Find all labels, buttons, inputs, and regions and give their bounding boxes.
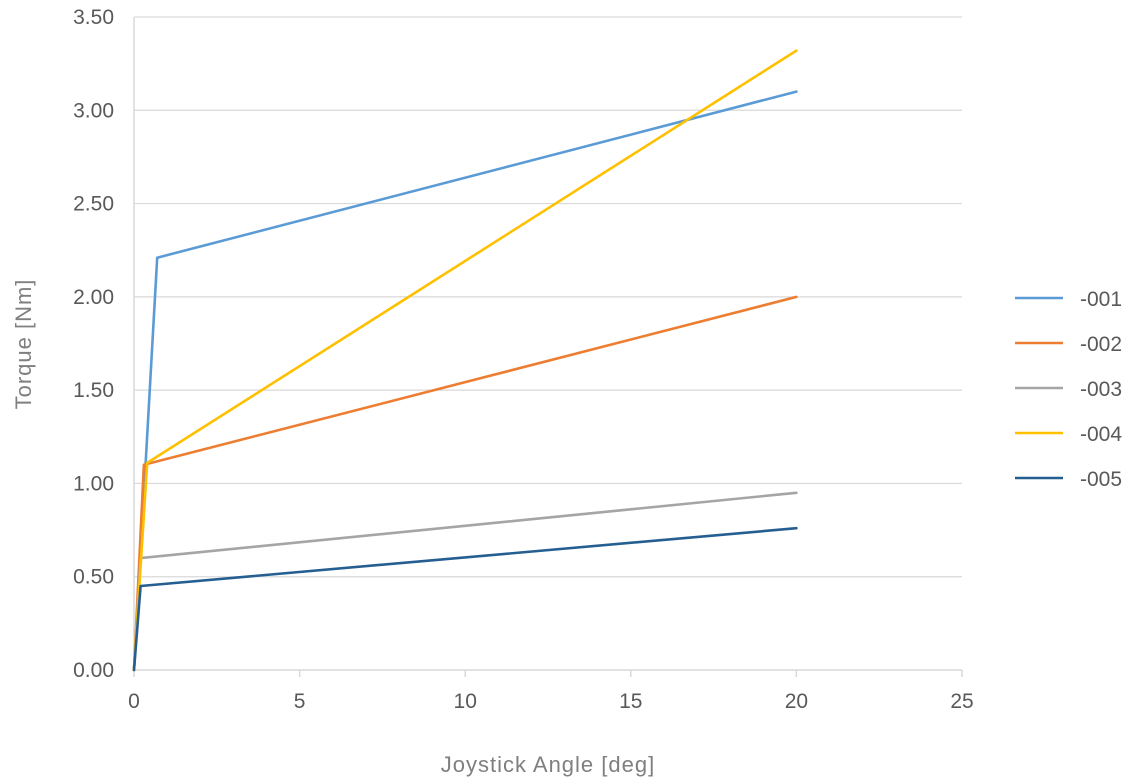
legend-item: -005 xyxy=(1015,468,1122,491)
legend-label: -004 xyxy=(1080,423,1122,446)
axes xyxy=(133,17,963,677)
legend-item: -004 xyxy=(1015,423,1122,446)
x-tick-label: 10 xyxy=(454,690,477,713)
y-tick-label: 2.00 xyxy=(73,286,114,309)
x-tick-label: 15 xyxy=(619,690,642,713)
y-tick-labels: 0.00 0.50 1.00 1.50 2.00 2.50 3.00 3.50 xyxy=(73,6,114,682)
y-tick-label: 1.50 xyxy=(73,379,114,402)
x-tick-label: 20 xyxy=(785,690,808,713)
legend: -001 -002 -003 -004 -005 xyxy=(1015,288,1122,491)
y-tick-label: 3.50 xyxy=(73,6,114,29)
grid-lines xyxy=(134,16,962,578)
y-tick-label: 0.50 xyxy=(73,566,114,589)
legend-item: -002 xyxy=(1015,333,1122,356)
y-tick-label: 3.00 xyxy=(73,99,114,122)
y-axis-title: Torque [Nm] xyxy=(11,279,36,410)
x-tick-label: 0 xyxy=(128,690,140,713)
series-lines xyxy=(132,49,798,672)
y-tick-label: 0.00 xyxy=(73,659,114,682)
legend-label: -002 xyxy=(1080,333,1122,356)
legend-item: -001 xyxy=(1015,288,1122,311)
series-line-003 xyxy=(132,491,798,672)
legend-label: -003 xyxy=(1080,378,1122,401)
x-axis-title: Joystick Angle [deg] xyxy=(441,752,655,777)
legend-item: -003 xyxy=(1015,378,1122,401)
x-tick-label: 5 xyxy=(294,690,306,713)
y-tick-label: 1.00 xyxy=(73,472,114,495)
legend-label: -001 xyxy=(1080,288,1122,311)
series-line-005 xyxy=(132,526,798,672)
x-tick-labels: 0 5 10 15 20 25 xyxy=(128,690,974,713)
x-tick-label: 25 xyxy=(950,690,973,713)
y-tick-label: 2.50 xyxy=(73,193,114,216)
legend-label: -005 xyxy=(1080,468,1122,491)
